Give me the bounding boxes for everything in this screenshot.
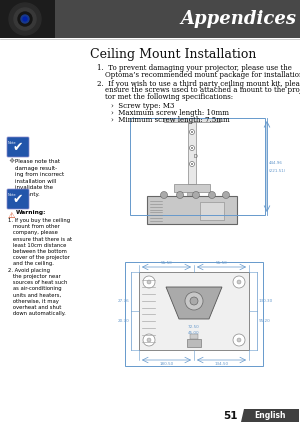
Text: 27.76: 27.76 [117, 299, 129, 303]
Circle shape [191, 147, 193, 149]
Bar [200, 202, 224, 220]
Polygon shape [241, 409, 299, 422]
Circle shape [143, 334, 155, 346]
Text: 130.30: 130.30 [259, 299, 273, 303]
Circle shape [23, 17, 27, 21]
Circle shape [147, 280, 151, 284]
Text: ✔: ✔ [13, 193, 23, 205]
Text: 51: 51 [224, 411, 238, 421]
Text: Note: Note [8, 193, 16, 197]
Bar [187, 339, 201, 347]
Text: ›  Minimum screw length: 7.5mm: › Minimum screw length: 7.5mm [111, 116, 230, 124]
Text: ✔: ✔ [13, 141, 23, 153]
Circle shape [191, 131, 193, 133]
Text: 1. If you buy the ceiling
   mount from other
   company, please
   ensure that : 1. If you buy the ceiling mount from oth… [8, 218, 72, 316]
Text: 45.00: 45.00 [188, 331, 200, 335]
Circle shape [190, 130, 194, 135]
Text: ensure the screws used to attached a mount to the projec-: ensure the screws used to attached a mou… [105, 86, 300, 95]
Bar [125, 262, 263, 366]
Circle shape [233, 276, 245, 288]
Bar [187, 192, 197, 196]
Circle shape [18, 12, 32, 26]
Text: ❖: ❖ [8, 158, 14, 164]
Bar [190, 334, 198, 339]
Text: Optoma’s recommended mount package for installation.: Optoma’s recommended mount package for i… [105, 71, 300, 79]
Circle shape [237, 338, 241, 342]
Text: Ceiling Mount Installation: Ceiling Mount Installation [90, 48, 256, 61]
Circle shape [21, 15, 29, 23]
Text: 2.  If you wish to use a third party ceiling mount kit, please: 2. If you wish to use a third party ceil… [97, 80, 300, 88]
Text: ›  Screw type: M3: › Screw type: M3 [111, 102, 174, 110]
Text: 444.96: 444.96 [269, 161, 283, 164]
Bar [147, 196, 237, 224]
Circle shape [9, 3, 41, 35]
Text: 134.50: 134.50 [214, 362, 229, 366]
Bar [0, 0, 55, 38]
Bar [164, 118, 220, 122]
Text: ›  Maximum screw length: 10mm: › Maximum screw length: 10mm [111, 109, 229, 117]
Bar [188, 122, 196, 184]
Bar [130, 118, 265, 215]
Text: 1.  To prevent damaging your projector, please use the: 1. To prevent damaging your projector, p… [97, 64, 292, 72]
Circle shape [176, 192, 184, 199]
Text: Note: Note [8, 141, 16, 145]
Circle shape [143, 276, 155, 288]
Circle shape [233, 334, 245, 346]
FancyBboxPatch shape [7, 137, 29, 157]
Circle shape [147, 338, 151, 342]
Bar [0, 0, 300, 38]
Text: English: English [254, 412, 286, 420]
Text: Warning:: Warning: [16, 210, 46, 215]
Circle shape [14, 8, 36, 30]
Text: 72.50: 72.50 [188, 325, 200, 329]
Text: ⚠: ⚠ [8, 211, 16, 220]
Circle shape [223, 192, 230, 199]
Circle shape [190, 161, 194, 167]
Text: 20.70: 20.70 [117, 319, 129, 323]
Circle shape [190, 146, 194, 150]
Circle shape [160, 192, 167, 199]
Text: Please note that
damage result-
ing from incorrect
installation will
invalidate : Please note that damage result- ing from… [15, 159, 64, 197]
Circle shape [185, 292, 203, 310]
Bar [139, 272, 249, 350]
Bar [174, 184, 210, 192]
Text: 55.50: 55.50 [216, 261, 227, 265]
Circle shape [237, 280, 241, 284]
Circle shape [208, 192, 215, 199]
Text: D: D [194, 153, 198, 158]
Text: 180.50: 180.50 [159, 362, 174, 366]
FancyBboxPatch shape [7, 189, 29, 209]
Text: 55.50: 55.50 [160, 261, 172, 265]
Text: Appendices: Appendices [180, 10, 296, 28]
Polygon shape [166, 287, 222, 319]
Circle shape [191, 163, 193, 165]
Text: (221.51): (221.51) [269, 169, 286, 173]
Text: tor met the following specifications:: tor met the following specifications: [105, 93, 233, 101]
Text: 95.20: 95.20 [259, 319, 271, 323]
Circle shape [193, 192, 200, 199]
Circle shape [190, 297, 198, 305]
